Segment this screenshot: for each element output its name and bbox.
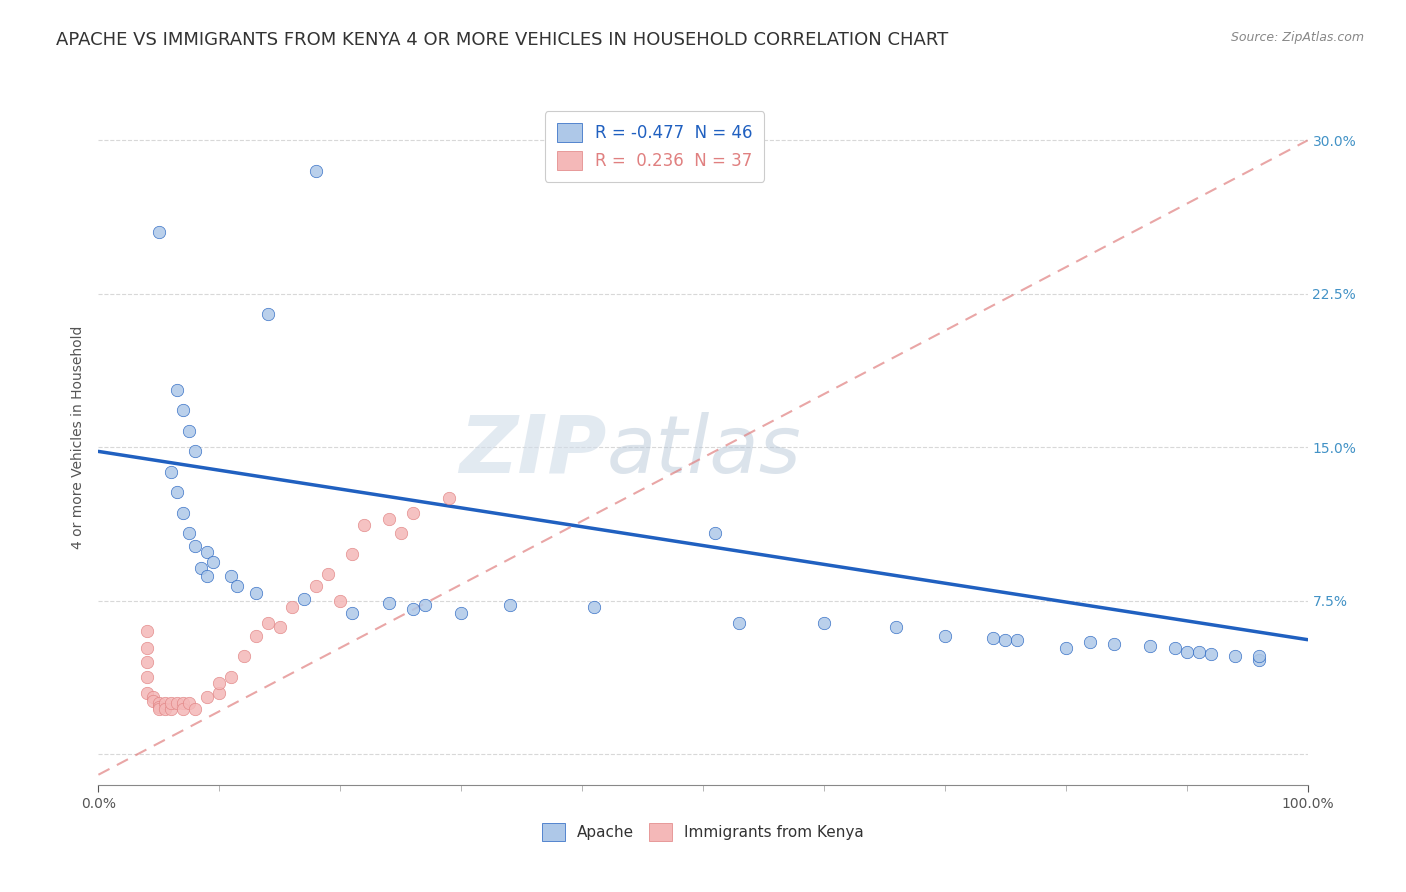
Point xyxy=(166,696,188,710)
Point xyxy=(934,629,956,643)
Point xyxy=(981,631,1004,645)
Point xyxy=(1007,632,1029,647)
Point xyxy=(195,690,218,704)
Point xyxy=(135,640,157,655)
Point xyxy=(208,686,231,700)
Point xyxy=(195,544,218,558)
Point xyxy=(377,596,399,610)
Point xyxy=(886,620,908,634)
Point xyxy=(172,403,194,417)
Point xyxy=(256,616,278,631)
Point xyxy=(498,598,520,612)
Point xyxy=(1199,647,1222,661)
Point xyxy=(704,526,727,541)
Point xyxy=(342,547,364,561)
Point xyxy=(389,526,412,541)
Point xyxy=(402,602,425,616)
Point xyxy=(142,690,165,704)
Text: Source: ZipAtlas.com: Source: ZipAtlas.com xyxy=(1230,31,1364,45)
Point xyxy=(179,696,201,710)
Point xyxy=(148,226,170,240)
Point xyxy=(160,702,183,716)
Point xyxy=(179,424,201,438)
Point xyxy=(1223,648,1246,663)
Point xyxy=(153,696,176,710)
Point xyxy=(172,506,194,520)
Point xyxy=(353,518,375,533)
Point xyxy=(292,591,315,606)
Point xyxy=(142,694,165,708)
Point xyxy=(305,164,328,178)
Text: ZIP: ZIP xyxy=(458,412,606,490)
Point xyxy=(1102,637,1125,651)
Point xyxy=(245,585,267,599)
Point xyxy=(190,561,212,575)
Point xyxy=(413,598,436,612)
Point xyxy=(226,579,249,593)
Point xyxy=(1078,634,1101,648)
Point xyxy=(221,569,243,583)
Point xyxy=(148,700,170,714)
Point xyxy=(377,512,399,526)
Point xyxy=(166,383,188,397)
Point xyxy=(195,569,218,583)
Point xyxy=(1188,645,1211,659)
Point xyxy=(245,629,267,643)
Point xyxy=(184,444,207,458)
Text: atlas: atlas xyxy=(606,412,801,490)
Point xyxy=(583,599,606,614)
Point xyxy=(402,506,425,520)
Point xyxy=(148,696,170,710)
Point xyxy=(342,606,364,620)
Point xyxy=(281,599,304,614)
Point xyxy=(1139,639,1161,653)
Point xyxy=(329,594,352,608)
Point xyxy=(160,465,183,479)
Point xyxy=(135,624,157,639)
Text: APACHE VS IMMIGRANTS FROM KENYA 4 OR MORE VEHICLES IN HOUSEHOLD CORRELATION CHAR: APACHE VS IMMIGRANTS FROM KENYA 4 OR MOR… xyxy=(56,31,949,49)
Point xyxy=(450,606,472,620)
Point xyxy=(256,307,278,321)
Y-axis label: 4 or more Vehicles in Household: 4 or more Vehicles in Household xyxy=(70,326,84,549)
Point xyxy=(184,539,207,553)
Legend: Apache, Immigrants from Kenya: Apache, Immigrants from Kenya xyxy=(536,817,870,847)
Point xyxy=(437,491,460,506)
Point xyxy=(1054,640,1077,655)
Point xyxy=(135,655,157,669)
Point xyxy=(221,669,243,683)
Point xyxy=(316,567,339,582)
Point xyxy=(1249,648,1271,663)
Point xyxy=(1163,640,1185,655)
Point xyxy=(184,702,207,716)
Point xyxy=(994,632,1017,647)
Point xyxy=(172,702,194,716)
Point xyxy=(179,526,201,541)
Point xyxy=(728,616,751,631)
Point xyxy=(232,648,254,663)
Point xyxy=(153,702,176,716)
Point xyxy=(1249,653,1271,667)
Point xyxy=(166,485,188,500)
Point xyxy=(148,702,170,716)
Point xyxy=(160,696,183,710)
Point xyxy=(813,616,835,631)
Point xyxy=(305,579,328,593)
Point xyxy=(172,696,194,710)
Point xyxy=(269,620,291,634)
Point xyxy=(1175,645,1198,659)
Point xyxy=(208,675,231,690)
Point xyxy=(202,555,225,569)
Point xyxy=(135,669,157,683)
Point xyxy=(135,686,157,700)
